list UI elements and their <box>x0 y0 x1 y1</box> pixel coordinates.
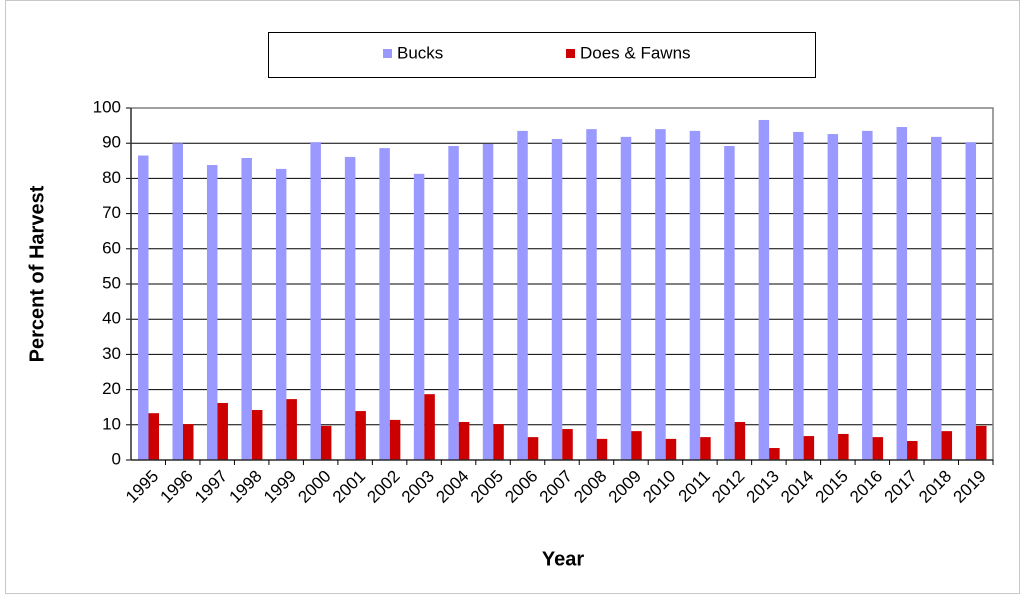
y-tick-label: 80 <box>102 168 121 187</box>
bar <box>965 142 977 461</box>
bar <box>379 148 390 461</box>
bar <box>586 129 597 460</box>
bar <box>320 425 332 460</box>
bar <box>758 119 770 460</box>
y-tick-label: 90 <box>102 133 121 152</box>
bar <box>827 134 839 460</box>
bar <box>251 410 263 460</box>
x-axis-label: Year <box>542 548 584 570</box>
legend-marker <box>383 49 392 58</box>
bar <box>734 421 746 460</box>
bar <box>551 138 563 460</box>
bar <box>310 142 321 461</box>
legend-box <box>268 32 816 78</box>
y-tick-label: 10 <box>102 414 121 433</box>
y-tick-label: 0 <box>112 449 121 468</box>
bar <box>793 131 804 460</box>
bar <box>872 437 884 460</box>
bar <box>493 424 504 460</box>
bar <box>389 419 401 460</box>
bar <box>976 425 987 460</box>
bar <box>448 146 459 461</box>
bar <box>862 130 873 460</box>
bar <box>241 157 252 460</box>
bar <box>631 431 642 460</box>
bar <box>172 143 183 460</box>
bar <box>655 129 666 460</box>
bar <box>700 437 711 460</box>
bar <box>458 421 470 460</box>
bar <box>482 143 494 461</box>
bar <box>803 436 815 460</box>
y-tick-label: 70 <box>102 203 121 222</box>
legend-label: Does & Fawns <box>580 43 691 62</box>
bar <box>217 402 228 460</box>
bar <box>896 127 908 461</box>
y-axis-label: Percent of Harvest <box>26 185 48 362</box>
bar <box>424 394 435 460</box>
y-tick-label: 60 <box>102 238 121 257</box>
bar <box>724 146 735 461</box>
y-tick-label: 100 <box>93 97 121 116</box>
bar <box>596 438 608 460</box>
bar <box>527 437 539 460</box>
bar <box>182 424 194 460</box>
bar <box>689 130 701 460</box>
y-tick-label: 40 <box>102 309 121 328</box>
bar <box>907 440 918 460</box>
legend-marker <box>566 49 575 58</box>
bar <box>665 438 677 460</box>
bar <box>138 155 149 460</box>
bar <box>275 168 287 460</box>
bar <box>286 399 297 460</box>
bar <box>355 411 366 460</box>
bar <box>562 429 573 460</box>
bar <box>206 165 218 461</box>
legend-label: Bucks <box>397 43 443 62</box>
bar <box>941 431 953 460</box>
bar <box>769 448 780 460</box>
y-tick-label: 20 <box>102 379 121 398</box>
bar <box>517 130 528 460</box>
bar <box>620 136 632 460</box>
bar <box>931 136 942 460</box>
y-tick-label: 50 <box>102 273 121 292</box>
y-tick-label: 30 <box>102 344 121 363</box>
bar <box>413 173 425 460</box>
bar <box>148 413 159 460</box>
bar <box>838 433 849 460</box>
bar <box>344 156 356 461</box>
